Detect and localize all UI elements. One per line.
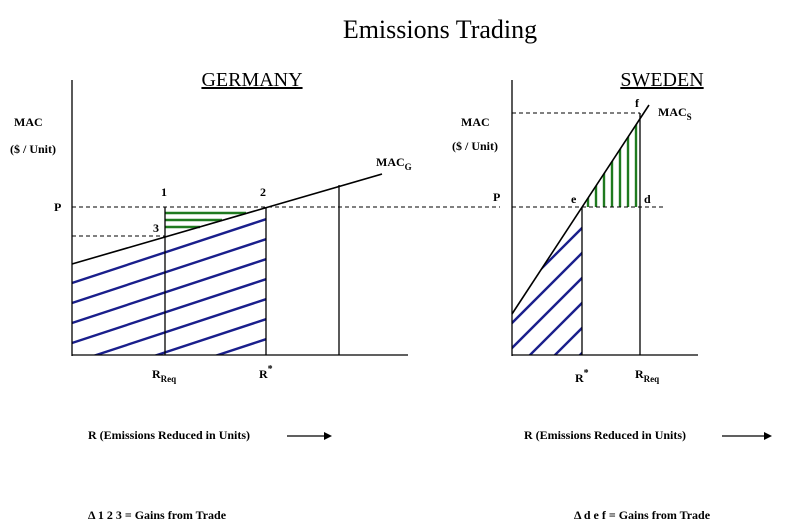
sweden-caption: Δ d e f = Gains from Trade xyxy=(574,508,711,522)
sweden-mac-curve xyxy=(511,104,650,315)
sweden-point-e: e xyxy=(571,192,577,206)
germany-x-arrow-head xyxy=(324,432,332,440)
germany-mac-label: MAC xyxy=(14,115,43,129)
sweden-blue-hatch xyxy=(512,219,582,355)
germany-unit-label: ($ / Unit) xyxy=(10,142,56,156)
germany-point-1: 1 xyxy=(161,185,167,199)
germany-point-2: 2 xyxy=(260,185,266,199)
germany-rreq-label: RReq xyxy=(152,367,176,384)
germany-panel: GERMANY MAC ($ / Unit) MACG xyxy=(10,69,500,522)
sweden-point-d: d xyxy=(644,192,651,206)
germany-x-axis-label: R (Emissions Reduced in Units) xyxy=(88,428,250,442)
germany-curve-label: MACG xyxy=(376,155,412,172)
sweden-point-f: f xyxy=(635,96,640,110)
germany-caption: Δ 1 2 3 = Gains from Trade xyxy=(88,508,227,522)
sweden-curve-label: MACS xyxy=(658,105,692,122)
sweden-gains-triangle xyxy=(586,118,638,207)
germany-blue-hatch xyxy=(72,207,266,355)
germany-rstar-label: R* xyxy=(259,364,273,381)
germany-price-label: P xyxy=(54,200,61,214)
germany-mac-curve xyxy=(71,173,383,265)
sweden-rstar-label: R* xyxy=(575,368,589,385)
sweden-panel: SWEDEN MAC ($ / Unit) M xyxy=(452,69,772,522)
sweden-mac-label: MAC xyxy=(461,115,490,129)
sweden-unit-label: ($ / Unit) xyxy=(452,139,498,153)
germany-heading: GERMANY xyxy=(201,69,302,91)
germany-gains-triangle xyxy=(165,211,246,229)
germany-point-3: 3 xyxy=(153,221,159,235)
sweden-heading: SWEDEN xyxy=(620,69,703,91)
sweden-x-arrow-head xyxy=(764,432,772,440)
sweden-price-label: P xyxy=(493,190,500,204)
sweden-rreq-label: RReq xyxy=(635,367,659,384)
page-title: Emissions Trading xyxy=(343,15,537,44)
sweden-x-axis-label: R (Emissions Reduced in Units) xyxy=(524,428,686,442)
